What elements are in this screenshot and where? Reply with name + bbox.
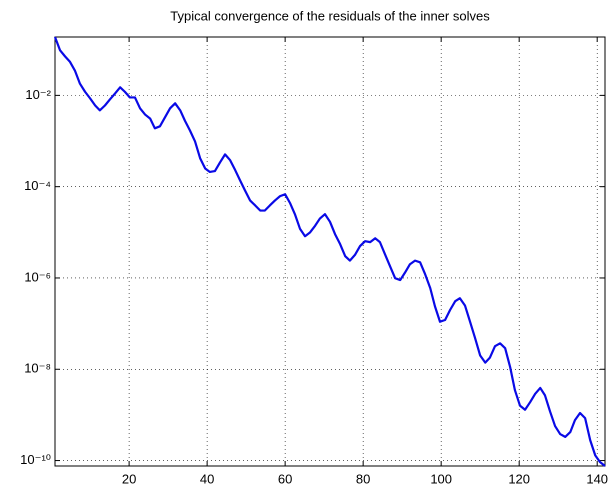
x-tick-label: 60 — [278, 471, 292, 486]
x-tick-label: 100 — [430, 471, 452, 486]
x-tick-label: 40 — [200, 471, 214, 486]
y-tick-label: 10⁻⁶ — [24, 269, 51, 284]
x-tick-label: 140 — [586, 471, 608, 486]
plot-frame — [54, 36, 606, 467]
x-tick-label: 80 — [356, 471, 370, 486]
y-tick-label: 10⁻⁴ — [24, 178, 51, 193]
y-tick-label: 10⁻² — [25, 87, 51, 102]
y-tick-label: 10⁻⁸ — [24, 361, 51, 376]
y-tick-label: 10⁻¹⁰ — [20, 452, 51, 467]
line-series — [53, 36, 606, 467]
chart-title: Typical convergence of the residuals of … — [170, 8, 490, 23]
x-tick-label: 120 — [508, 471, 530, 486]
x-tick-label: 20 — [122, 471, 136, 486]
